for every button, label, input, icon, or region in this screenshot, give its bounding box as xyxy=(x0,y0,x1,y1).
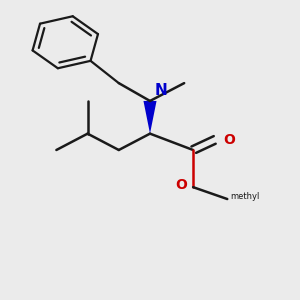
Polygon shape xyxy=(143,101,157,134)
Text: O: O xyxy=(175,178,187,192)
Text: N: N xyxy=(154,83,167,98)
Text: methyl: methyl xyxy=(230,192,260,201)
Text: O: O xyxy=(223,133,235,147)
